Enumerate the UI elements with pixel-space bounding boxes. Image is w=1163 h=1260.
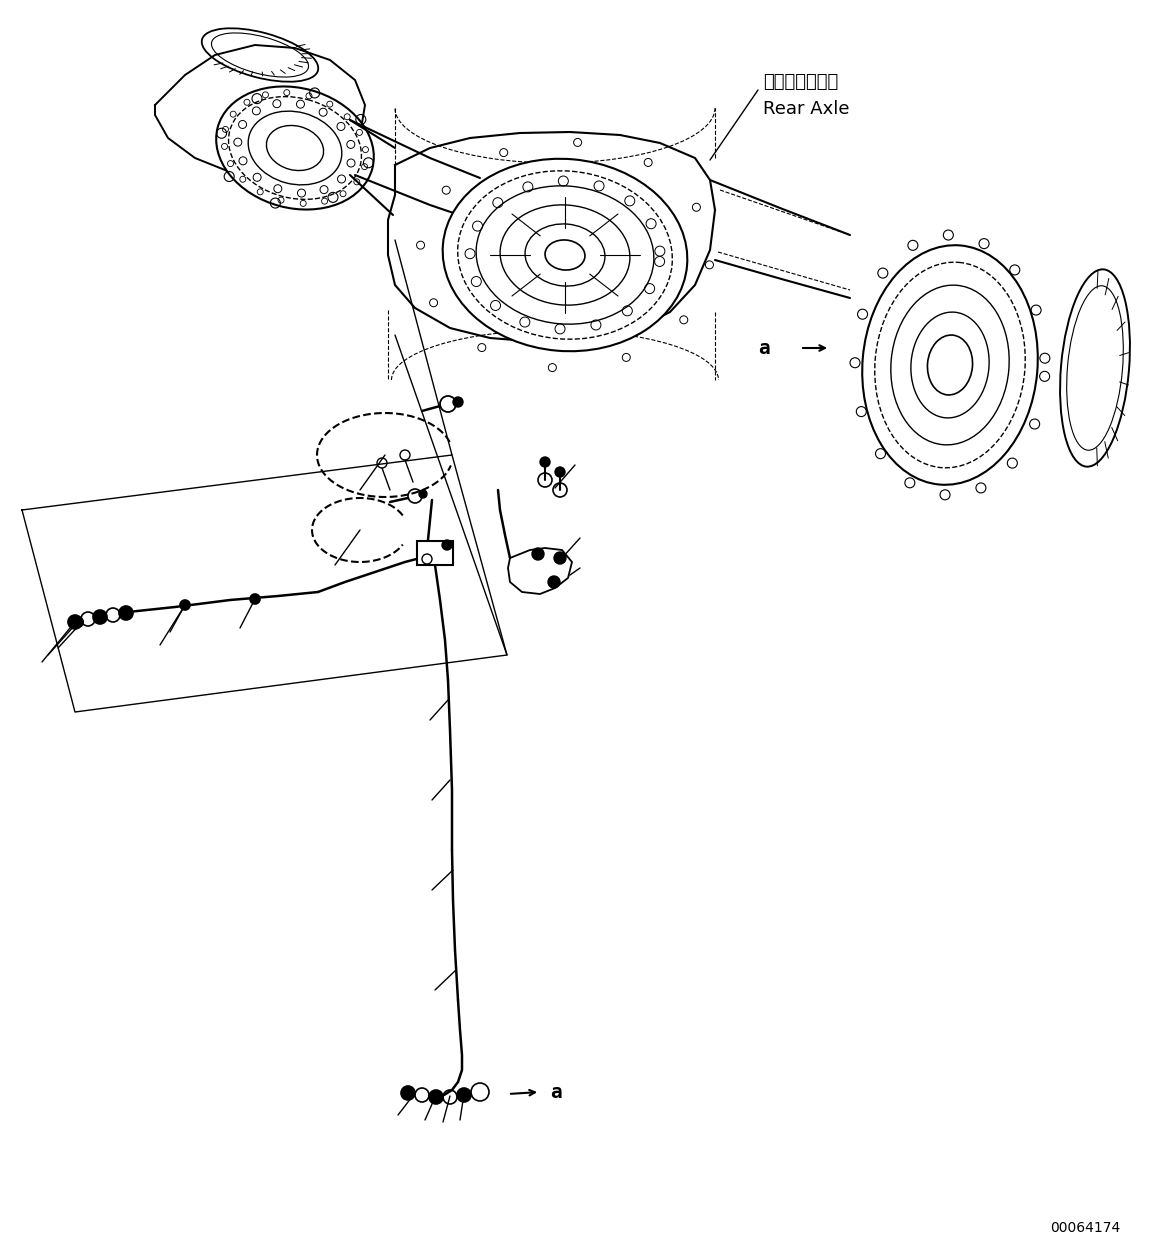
Bar (418, 541, 454, 564)
Text: 00064174: 00064174 (1050, 1221, 1120, 1235)
Circle shape (454, 397, 463, 407)
Text: Rear Axle: Rear Axle (763, 100, 849, 118)
Circle shape (554, 552, 566, 564)
Circle shape (429, 1090, 443, 1104)
Circle shape (555, 467, 565, 478)
Ellipse shape (216, 87, 373, 209)
Circle shape (250, 593, 261, 604)
Text: リヤーアクスル: リヤーアクスル (763, 73, 839, 91)
Text: a: a (550, 1082, 562, 1101)
Ellipse shape (443, 159, 687, 352)
Circle shape (548, 576, 561, 588)
Circle shape (119, 606, 133, 620)
Circle shape (401, 1086, 415, 1100)
Polygon shape (388, 132, 715, 341)
Circle shape (531, 548, 544, 559)
Circle shape (180, 600, 190, 610)
Circle shape (67, 615, 83, 629)
Circle shape (93, 610, 107, 624)
Polygon shape (508, 548, 572, 593)
Ellipse shape (862, 246, 1037, 485)
Circle shape (442, 541, 452, 551)
Polygon shape (155, 45, 365, 178)
Circle shape (540, 457, 550, 467)
Circle shape (419, 490, 427, 498)
Text: a: a (758, 339, 770, 358)
Circle shape (457, 1087, 471, 1102)
Ellipse shape (1059, 270, 1130, 466)
